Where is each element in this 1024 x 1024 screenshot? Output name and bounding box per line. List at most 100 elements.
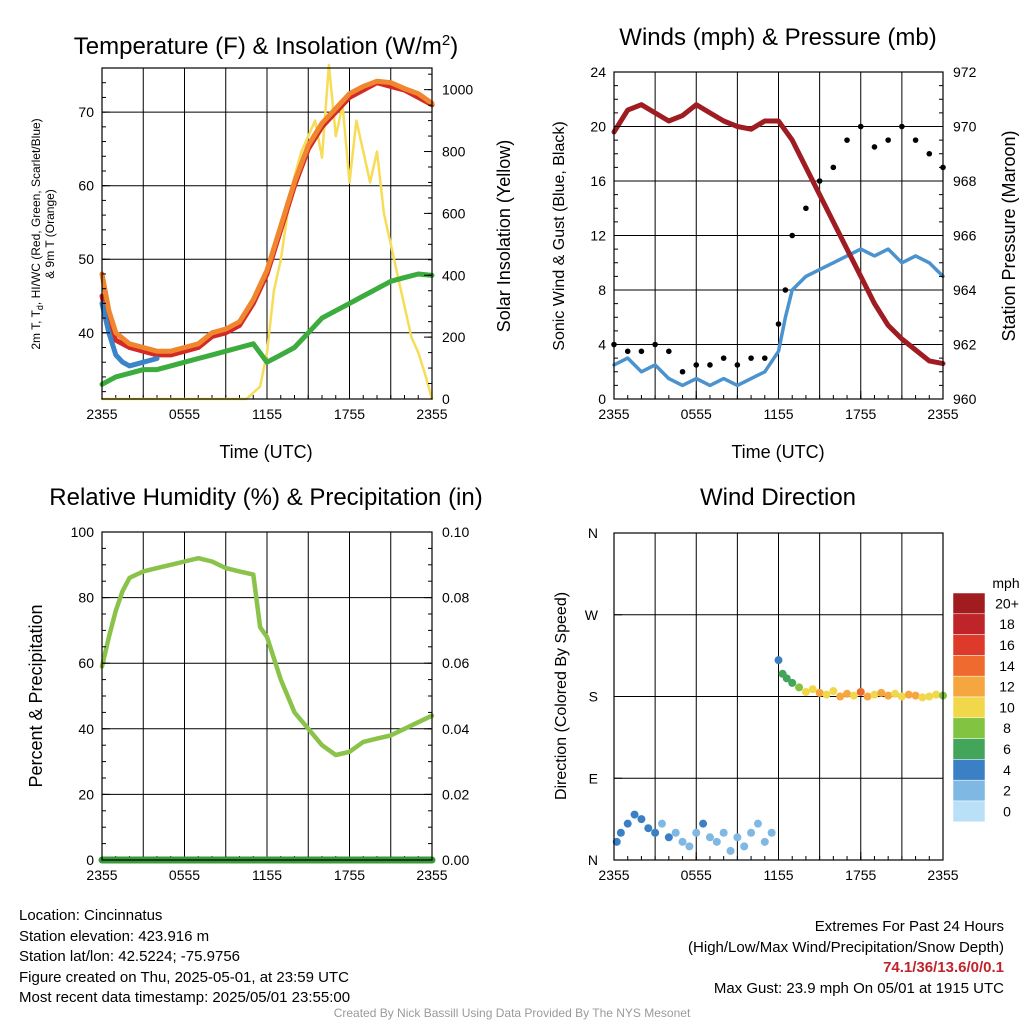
direction-point	[782, 674, 791, 683]
y-right-tick-label: 0.04	[442, 721, 469, 737]
recent-text: Most recent data timestamp: 2025/05/01 2…	[19, 989, 351, 1006]
direction-point	[760, 837, 769, 846]
y-right-tick-label: 962	[953, 337, 977, 353]
y-right-tick-label: 800	[442, 144, 466, 160]
y-tick-label: S	[589, 689, 598, 705]
legend-swatch	[952, 613, 986, 635]
series-sonic-wind-line	[612, 247, 945, 388]
direction-point	[644, 824, 653, 833]
legend-label: 2	[1003, 783, 1011, 799]
y-tick-label: N	[588, 852, 598, 868]
legend-swatch	[952, 696, 986, 719]
direction-point	[767, 828, 776, 837]
y-tick-label: 50	[78, 251, 94, 267]
x-tick-label: 2355	[86, 867, 117, 883]
y-tick-label: 8	[598, 282, 606, 298]
direction-point	[932, 690, 941, 699]
insolation-y-label: Solar Insolation (Yellow)	[494, 140, 514, 332]
legend-swatch	[952, 634, 986, 656]
direction-point	[712, 837, 721, 846]
gust-point	[693, 362, 700, 368]
legend-label: 20+	[995, 595, 1019, 611]
y-right-tick-label: 0	[442, 391, 450, 407]
extremes-title: Extremes For Past 24 Hours	[814, 918, 1004, 935]
x-tick-label: 1155	[252, 867, 282, 883]
x-tick-label: 1755	[845, 406, 876, 422]
x-tick-label: 1755	[334, 867, 365, 883]
x-tick-label: 0555	[681, 867, 712, 883]
direction-point	[870, 690, 879, 699]
series-insolation-line	[100, 63, 434, 401]
winds-y-label: Sonic Wind & Gust (Blue, Black)	[551, 121, 568, 350]
x-tick-label: 2355	[927, 406, 958, 422]
y-right-tick-label: 0.06	[442, 655, 469, 671]
direction-point	[849, 691, 858, 700]
temperature-panel: Temperature (F) & Insolation (W/m2) 2m T…	[29, 32, 514, 462]
y-right-tick-label: 0.02	[442, 786, 469, 802]
gust-point	[720, 355, 727, 361]
direction-point	[719, 828, 728, 837]
x-tick-label: 2355	[598, 867, 629, 883]
x-tick-label: 2355	[598, 406, 629, 422]
gust-point	[624, 348, 631, 355]
y-right-tick-label: 970	[953, 119, 977, 135]
gust-point	[899, 123, 905, 130]
legend-label: 4	[1003, 762, 1011, 778]
direction-point	[753, 819, 762, 828]
gust-point	[871, 144, 878, 150]
y-right-tick-label: 400	[442, 267, 466, 283]
y-right-tick-label: 0.10	[442, 524, 469, 540]
y-tick-label: 24	[590, 64, 606, 80]
direction-point	[836, 692, 845, 701]
gust-point	[707, 362, 713, 368]
direction-point	[884, 691, 893, 700]
direction-point	[795, 683, 804, 692]
x-tick-label: 1755	[334, 406, 365, 422]
direction-point	[843, 689, 852, 698]
series-station-pressure-line	[611, 102, 946, 367]
direction-panel: Wind Direction Direction (Colored By Spe…	[553, 484, 1020, 823]
x-tick-label: 1155	[252, 406, 282, 422]
humidity-title: Relative Humidity (%) & Precipitation (i…	[49, 484, 482, 511]
direction-point	[651, 828, 660, 837]
legend-label: 18	[999, 616, 1015, 632]
y-tick-label: 40	[78, 721, 94, 737]
gust-point	[926, 150, 933, 157]
direction-point	[657, 819, 666, 828]
x-tick-label: 2355	[927, 867, 958, 883]
legend-label: 10	[999, 699, 1015, 715]
legend-label: 14	[999, 658, 1015, 674]
pressure-y-label: Station Pressure (Maroon)	[999, 130, 1019, 341]
legend-swatch	[952, 717, 986, 739]
y-tick-label: 100	[71, 524, 95, 540]
legend-swatch	[952, 738, 986, 760]
extremes-info: Extremes For Past 24 Hours (High/Low/Max…	[688, 917, 1004, 999]
gust-point	[857, 123, 864, 130]
created-text: Figure created on Thu, 2025-05-01, at 23…	[19, 968, 349, 986]
y-tick-label: 80	[78, 590, 94, 606]
y-right-tick-label: 968	[953, 173, 977, 189]
direction-point	[891, 689, 900, 698]
direction-point	[877, 688, 886, 697]
gust-point	[782, 287, 789, 293]
direction-point	[733, 833, 742, 842]
direction-point	[637, 815, 646, 824]
y-tick-label: 60	[78, 655, 94, 671]
plot-border-1	[101, 67, 433, 400]
direction-title: Wind Direction	[700, 484, 856, 511]
series-9m-t-line	[99, 78, 435, 354]
y-tick-label: N	[588, 525, 598, 541]
direction-y-label: Direction (Colored By Speed)	[553, 592, 570, 800]
x-tick-label: 0555	[169, 867, 200, 883]
legend-label: 6	[1003, 741, 1011, 757]
temperature-x-label: Time (UTC)	[219, 442, 312, 462]
direction-point	[671, 828, 680, 837]
speed-legend: 20+ 18 16 14 12 10 8 6 4 2 0	[952, 592, 1019, 823]
legend-label: 16	[999, 637, 1015, 653]
y-tick-label: 0	[598, 391, 606, 407]
series-relative-humidity-line	[99, 555, 435, 758]
direction-point	[740, 842, 749, 851]
direction-point	[815, 688, 824, 697]
